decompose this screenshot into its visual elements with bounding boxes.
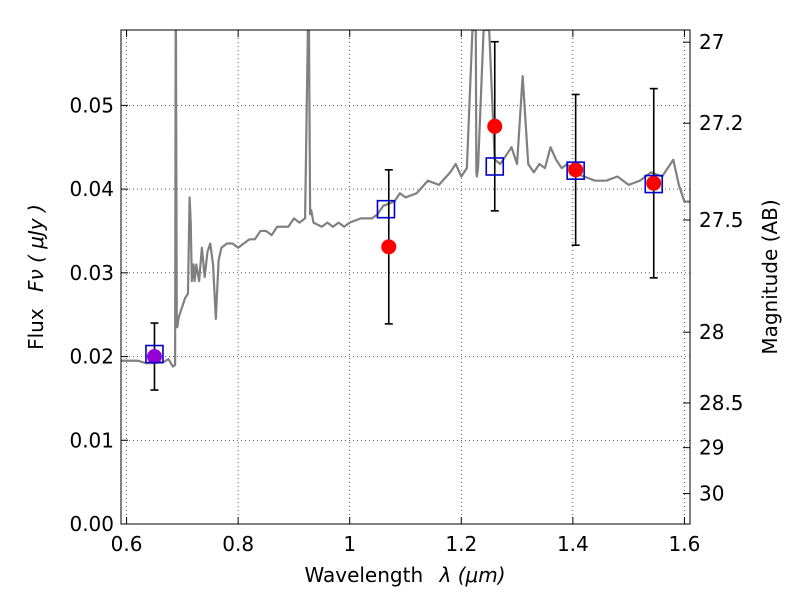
y-tick-label: 0.04 [69, 177, 114, 201]
y2-tick-label: 28.5 [699, 391, 744, 415]
model-point [485, 157, 505, 176]
y-axis-label-math: Fν ( μJy ) [24, 204, 48, 292]
y2-tick-label: 30 [699, 482, 724, 506]
x-tick-label: 1.4 [557, 532, 589, 556]
model-point [376, 199, 396, 219]
y-axis-label-text: Flux [24, 308, 48, 350]
grid [121, 30, 690, 524]
y-ticks: 0.00 0.01 0.02 0.03 0.04 0.05 [69, 93, 128, 536]
y-tick-label: 0.05 [69, 93, 114, 117]
x-axis-label: Wavelength λ (μm) [304, 563, 505, 587]
x-tick-label: 0.6 [111, 532, 143, 556]
y-tick-label: 0.00 [69, 512, 114, 536]
model-point [566, 161, 585, 180]
x-ticks: 0.6 0.8 1 1.2 1.4 1.6 [111, 30, 701, 556]
y2-tick-label: 27.5 [699, 208, 744, 232]
x-tick-label: 1.6 [669, 532, 701, 556]
plot-area-background [121, 30, 690, 524]
y2-ticks: 27 27.2 27.5 28 28.5 29 30 [683, 30, 744, 506]
observed-point [568, 162, 584, 178]
model-point [644, 174, 664, 194]
observed-point [381, 239, 397, 255]
observed-point [146, 349, 162, 365]
y-tick-label: 0.02 [69, 345, 114, 369]
y-axis-label: Flux Fν ( μJy ) [24, 204, 48, 350]
observed-point [646, 175, 662, 191]
spectrum-layer [121, 30, 690, 368]
observed-point [487, 118, 503, 134]
x-tick-label: 1.2 [445, 532, 477, 556]
x-axis-label-text: Wavelength [304, 563, 423, 587]
y2-tick-label: 29 [699, 436, 724, 460]
x-tick-label: 1 [343, 532, 356, 556]
y-tick-label: 0.01 [69, 428, 114, 452]
spectrum-line [121, 30, 690, 368]
y-tick-label: 0.03 [69, 261, 114, 285]
y2-tick-label: 28 [699, 320, 724, 344]
model-point [145, 344, 164, 364]
observed-points [146, 118, 662, 365]
x-axis-label-math: λ (μm) [439, 563, 506, 587]
x-tick-label: 0.8 [222, 532, 254, 556]
y2-tick-label: 27 [699, 30, 724, 54]
y2-tick-label: 27.2 [699, 111, 744, 135]
model-photometry-points [145, 157, 664, 364]
plot-frame [120, 29, 691, 525]
y2-axis-label: Magnitude (AB) [758, 199, 782, 354]
